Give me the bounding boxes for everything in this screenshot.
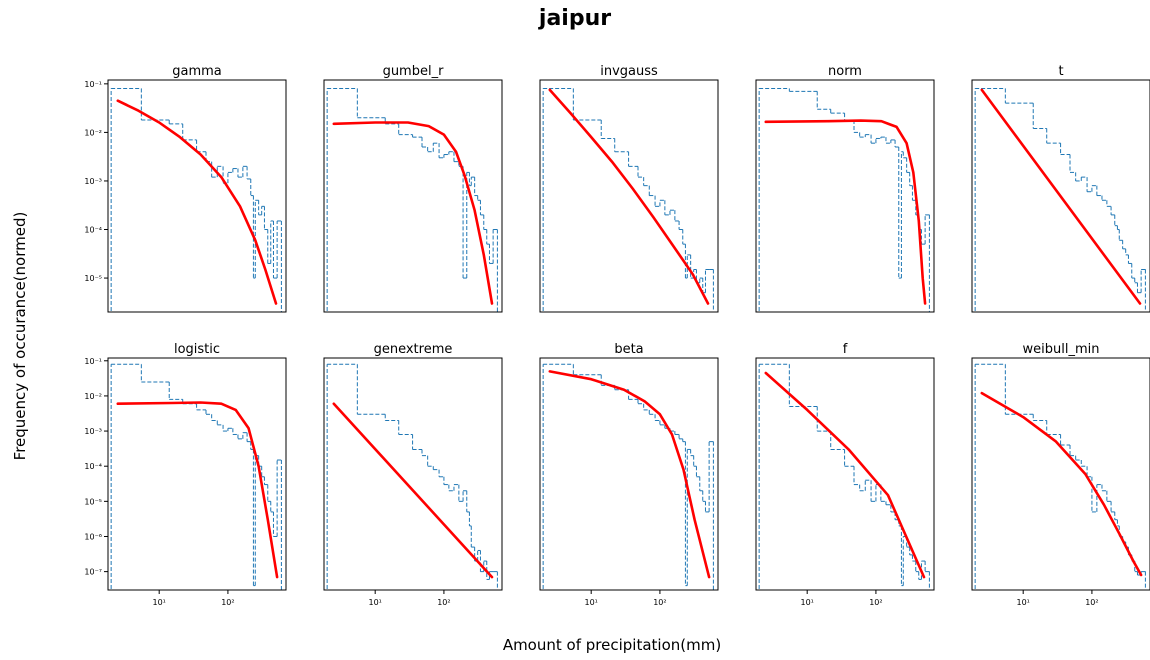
- subplot-f: f 10¹ 10²: [755, 342, 935, 607]
- subplot-weibull_min: weibull_min 10¹ 10²: [971, 342, 1150, 607]
- x-tick-label: 10¹: [368, 598, 381, 607]
- y-tick-label: 10⁻⁴: [84, 462, 102, 471]
- subplot-title: beta: [614, 342, 643, 357]
- x-tick-label: 10¹: [800, 598, 813, 607]
- subplot-norm: norm: [755, 64, 935, 313]
- x-tick-label: 10²: [653, 598, 666, 607]
- axes-frame: [539, 79, 719, 313]
- y-tick-label: 10⁻⁵: [84, 497, 102, 506]
- fit-curve: [980, 88, 1142, 305]
- fit-curve: [764, 371, 926, 579]
- plot-area: [326, 363, 498, 590]
- fit-curve: [548, 88, 710, 305]
- fit-curve: [332, 402, 494, 579]
- subplot-title: weibull_min: [1023, 342, 1100, 357]
- y-tick-label: 10⁻³: [84, 177, 102, 186]
- plot-area: [326, 88, 498, 312]
- subplot-title: genextreme: [374, 342, 453, 357]
- subplot-title: t: [1058, 64, 1063, 79]
- plot-area: [974, 88, 1146, 312]
- figure-title: jaipur: [538, 6, 612, 31]
- axes-frame: [107, 357, 287, 591]
- y-tick-label: 10⁻³: [84, 427, 102, 436]
- fit-curve: [980, 391, 1143, 577]
- subplot-title: logistic: [174, 342, 220, 357]
- axes-frame: [107, 79, 287, 313]
- plot-area: [542, 363, 714, 590]
- x-tick-label: 10²: [869, 598, 882, 607]
- axes-frame: [755, 357, 935, 591]
- fit-curve: [764, 119, 927, 305]
- subplot-title: f: [843, 342, 848, 357]
- subplot-title: gamma: [172, 64, 222, 79]
- x-tick-label: 10¹: [1016, 598, 1029, 607]
- figure-x-axis-label: Amount of precipitation(mm): [502, 636, 722, 654]
- y-tick-label: 10⁻⁶: [84, 532, 102, 541]
- y-tick-label: 10⁻⁷: [84, 568, 102, 577]
- y-tick-label: 10⁻¹: [84, 80, 102, 89]
- axes-frame: [971, 79, 1150, 313]
- x-tick-label: 10²: [437, 598, 450, 607]
- axes-frame: [323, 357, 503, 591]
- y-tick-label: 10⁻⁴: [84, 226, 102, 235]
- plot-area: [974, 363, 1146, 590]
- plot-area: [758, 363, 930, 590]
- x-tick-label: 10²: [221, 598, 234, 607]
- plot-area: [110, 88, 282, 312]
- subplot-gamma: gamma 10⁻¹ 10⁻² 10⁻³ 10⁻⁴ 10⁻⁵: [84, 64, 287, 313]
- fit-curve: [548, 370, 711, 579]
- subplot-invgauss: invgauss: [539, 64, 719, 313]
- axes-frame: [323, 79, 503, 313]
- axes-frame: [539, 357, 719, 591]
- subplot-title: gumbel_r: [383, 64, 445, 79]
- subplot-title: norm: [828, 64, 862, 79]
- y-tick-label: 10⁻²: [84, 392, 102, 401]
- x-tick-label: 10¹: [584, 598, 597, 607]
- subplot-logistic: logistic 10⁻¹ 10⁻² 10⁻³ 10⁻⁴ 10⁻⁵ 10⁻⁶ 10⁻⁷ 10¹ 1…: [84, 342, 287, 607]
- axes-frame: [755, 79, 935, 313]
- x-tick-label: 10¹: [152, 598, 165, 607]
- y-tick-label: 10⁻²: [84, 128, 102, 137]
- fit-curve: [116, 99, 278, 305]
- axes-frame: [971, 357, 1150, 591]
- subplot-beta: beta 10¹ 10²: [539, 342, 719, 607]
- x-tick-label: 10²: [1085, 598, 1098, 607]
- fit-curve: [332, 121, 494, 305]
- subplot-t: t: [971, 64, 1150, 313]
- plot-area: [758, 88, 930, 312]
- subplot-gumbel_r: gumbel_r: [323, 64, 503, 313]
- y-tick-label: 10⁻¹: [84, 357, 102, 366]
- y-tick-label: 10⁻⁵: [84, 274, 102, 283]
- subplot-title: invgauss: [600, 64, 658, 79]
- subplot-genextreme: genextreme 10¹ 10²: [323, 342, 503, 607]
- plot-area: [542, 88, 714, 312]
- fit-curve: [116, 401, 279, 579]
- plot-area: [110, 363, 282, 590]
